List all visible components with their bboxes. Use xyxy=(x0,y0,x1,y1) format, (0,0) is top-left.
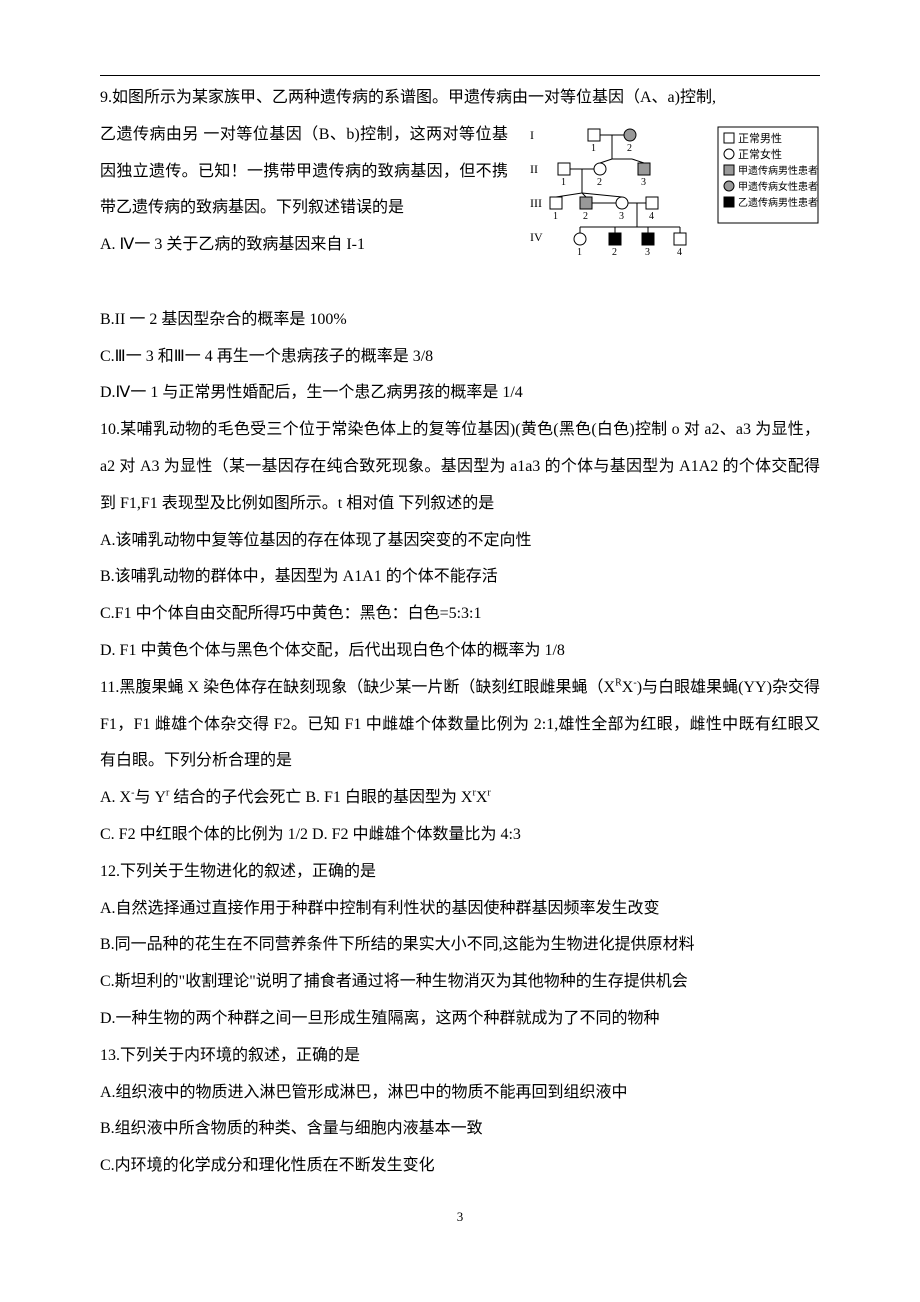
gen-label-3: III xyxy=(530,196,542,210)
top-rule xyxy=(100,75,820,76)
q10-stem: 10.某哺乳动物的毛色受三个位于常染色体上的复等位基因)(黄色(黑色(白色)控制… xyxy=(100,412,820,522)
legend-normal-male: 正常男性 xyxy=(738,131,782,145)
q9-option-d: D.Ⅳ一 1 与正常男性婚配后，生一个患乙病男孩的概率是 1/4 xyxy=(100,375,820,412)
pedigree-legend: 正常男性 正常女性 甲遗传病男性患者 甲遗传病女性患者 乙遗传病男性患者 xyxy=(718,127,818,223)
question-10: 10.某哺乳动物的毛色受三个位于常染色体上的复等位基因)(黄色(黑色(白色)控制… xyxy=(100,412,820,670)
pedigree-figure: 正常男性 正常女性 甲遗传病男性患者 甲遗传病女性患者 乙遗传病男性患者 I 1… xyxy=(520,121,820,296)
svg-text:1: 1 xyxy=(591,143,596,154)
q12-stem: 12.下列关于生物进化的叙述，正确的是 xyxy=(100,854,820,891)
q11-option-cd: C. F2 中红眼个体的比例为 1/2 D. F2 中雌雄个体数量比为 4:3 xyxy=(100,817,820,854)
gen-label-2: II xyxy=(530,162,538,176)
svg-text:2: 2 xyxy=(583,211,588,222)
legend-a-male: 甲遗传病男性患者 xyxy=(738,164,818,177)
q10-option-d: D. F1 中黄色个体与黑色个体交配，后代出现白色个体的概率为 1/8 xyxy=(100,633,820,670)
q12-option-d: D.一种生物的两个种群之间一旦形成生殖隔离，这两个种群就成为了不同的物种 xyxy=(100,1001,820,1038)
q9-stem-line1: 9.如图所示为某家族甲、乙两种遗传病的系谱图。甲遗传病由一对等位基因（A、a)控… xyxy=(100,80,820,117)
question-13: 13.下列关于内环境的叙述，正确的是 A.组织液中的物质进入淋巴管形成淋巴，淋巴… xyxy=(100,1038,820,1185)
q12-option-a: A.自然选择通过直接作用于种群中控制有利性状的基因使种群基因频率发生改变 xyxy=(100,891,820,928)
document-page: 9.如图所示为某家族甲、乙两种遗传病的系谱图。甲遗传病由一对等位基因（A、a)控… xyxy=(0,0,920,1265)
gen-label-4: IV xyxy=(530,230,543,244)
q10-option-b: B.该哺乳动物的群体中，基因型为 A1A1 的个体不能存活 xyxy=(100,559,820,596)
page-number: 3 xyxy=(100,1209,820,1225)
question-9: 9.如图所示为某家族甲、乙两种遗传病的系谱图。甲遗传病由一对等位基因（A、a)控… xyxy=(100,80,820,412)
svg-text:4: 4 xyxy=(649,211,654,222)
legend-normal-female: 正常女性 xyxy=(738,147,782,161)
q13-option-a: A.组织液中的物质进入淋巴管形成淋巴，淋巴中的物质不能再回到组织液中 xyxy=(100,1075,820,1112)
legend-a-female: 甲遗传病女性患者 xyxy=(738,180,818,193)
svg-text:2: 2 xyxy=(627,143,632,154)
q11-option-ab: A. X-与 Yr 结合的子代会死亡 B. F1 白眼的基因型为 XrXr xyxy=(100,780,820,817)
question-12: 12.下列关于生物进化的叙述，正确的是 A.自然选择通过直接作用于种群中控制有利… xyxy=(100,854,820,1038)
q12-option-c: C.斯坦利的"收割理论"说明了捕食者通过将一种生物消灭为其他物种的生存提供机会 xyxy=(100,964,820,1001)
q9-option-b: B.II 一 2 基因型杂合的概率是 100% xyxy=(100,302,820,339)
svg-text:1: 1 xyxy=(577,247,582,258)
q10-option-a: A.该哺乳动物中复等位基因的存在体现了基因突变的不定向性 xyxy=(100,523,820,560)
svg-text:4: 4 xyxy=(677,247,682,258)
q13-stem: 13.下列关于内环境的叙述，正确的是 xyxy=(100,1038,820,1075)
svg-text:1: 1 xyxy=(553,211,558,222)
svg-text:3: 3 xyxy=(645,247,650,258)
q10-option-c: C.F1 中个体自由交配所得巧中黄色：黑色：白色=5:3:1 xyxy=(100,596,820,633)
svg-text:2: 2 xyxy=(597,177,602,188)
q13-option-c: C.内环境的化学成分和理化性质在不断发生变化 xyxy=(100,1148,820,1185)
question-11: 11.黑腹果蝇 X 染色体存在缺刻现象（缺少某一片断（缺刻红眼雌果蝇（XRX-)… xyxy=(100,670,820,854)
svg-text:1: 1 xyxy=(561,177,566,188)
legend-b-male: 乙遗传病男性患者 xyxy=(738,196,818,209)
q12-option-b: B.同一品种的花生在不同营养条件下所结的果实大小不同,这能为生物进化提供原材料 xyxy=(100,927,820,964)
q13-option-b: B.组织液中所含物质的种类、含量与细胞内液基本一致 xyxy=(100,1111,820,1148)
svg-text:3: 3 xyxy=(619,211,624,222)
svg-text:2: 2 xyxy=(612,247,617,258)
pedigree-svg: 正常男性 正常女性 甲遗传病男性患者 甲遗传病女性患者 乙遗传病男性患者 I 1… xyxy=(520,121,820,291)
q9-option-c: C.Ⅲ一 3 和Ⅲ一 4 再生一个患病孩子的概率是 3/8 xyxy=(100,339,820,376)
q11-stem: 11.黑腹果蝇 X 染色体存在缺刻现象（缺少某一片断（缺刻红眼雌果蝇（XRX-)… xyxy=(100,670,820,780)
gen-label-1: I xyxy=(530,128,534,142)
svg-text:3: 3 xyxy=(641,177,646,188)
